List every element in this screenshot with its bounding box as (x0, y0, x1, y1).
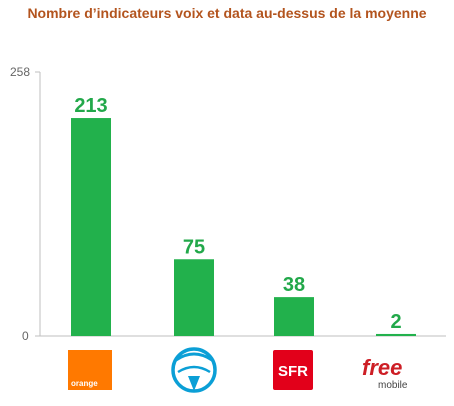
sfr-logo-text: SFR (278, 363, 308, 380)
data-labels-group: 213 75 38 2 (74, 95, 401, 333)
free-mobile-subtext: mobile (378, 380, 408, 391)
bouygues-telecom-logo-icon (171, 347, 217, 393)
free-logo-text: free (362, 355, 402, 380)
data-label-orange: 213 (74, 95, 107, 117)
bars-group (71, 118, 416, 336)
sfr-logo-icon: SFR (273, 350, 313, 390)
y-tick-label-min: 0 (22, 329, 29, 343)
data-label-free-mobile: 2 (390, 311, 401, 333)
bar-sfr (274, 297, 314, 336)
y-tick-label-max: 258 (10, 65, 30, 79)
data-label-sfr: 38 (283, 274, 305, 296)
bar-free-mobile (376, 333, 416, 336)
orange-logo-text: orange (71, 379, 98, 388)
chart-title: Nombre d’indicateurs voix et data au-des… (27, 5, 427, 21)
bar-bouygues-telecom (174, 259, 214, 336)
data-label-bouygues-telecom: 75 (183, 236, 205, 258)
orange-logo-icon: orange (68, 350, 112, 390)
free-mobile-logo-icon: free mobile (362, 355, 408, 391)
bar-orange (71, 118, 111, 336)
